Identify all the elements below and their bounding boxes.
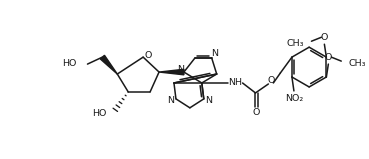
Text: NO₂: NO₂ (285, 94, 303, 103)
Text: O: O (144, 51, 152, 60)
Text: N: N (177, 65, 184, 74)
Text: O: O (321, 33, 328, 42)
Text: NH: NH (228, 79, 242, 87)
Text: N: N (205, 96, 212, 105)
Text: O: O (268, 76, 275, 86)
Text: N: N (168, 96, 175, 105)
Text: CH₃: CH₃ (287, 39, 304, 48)
Polygon shape (159, 69, 184, 75)
Text: HO: HO (62, 59, 76, 68)
Text: O: O (325, 53, 332, 62)
Text: N: N (211, 49, 218, 58)
Text: HO: HO (92, 109, 106, 118)
Polygon shape (100, 55, 117, 74)
Text: CH₃: CH₃ (348, 59, 366, 68)
Text: O: O (253, 108, 260, 117)
